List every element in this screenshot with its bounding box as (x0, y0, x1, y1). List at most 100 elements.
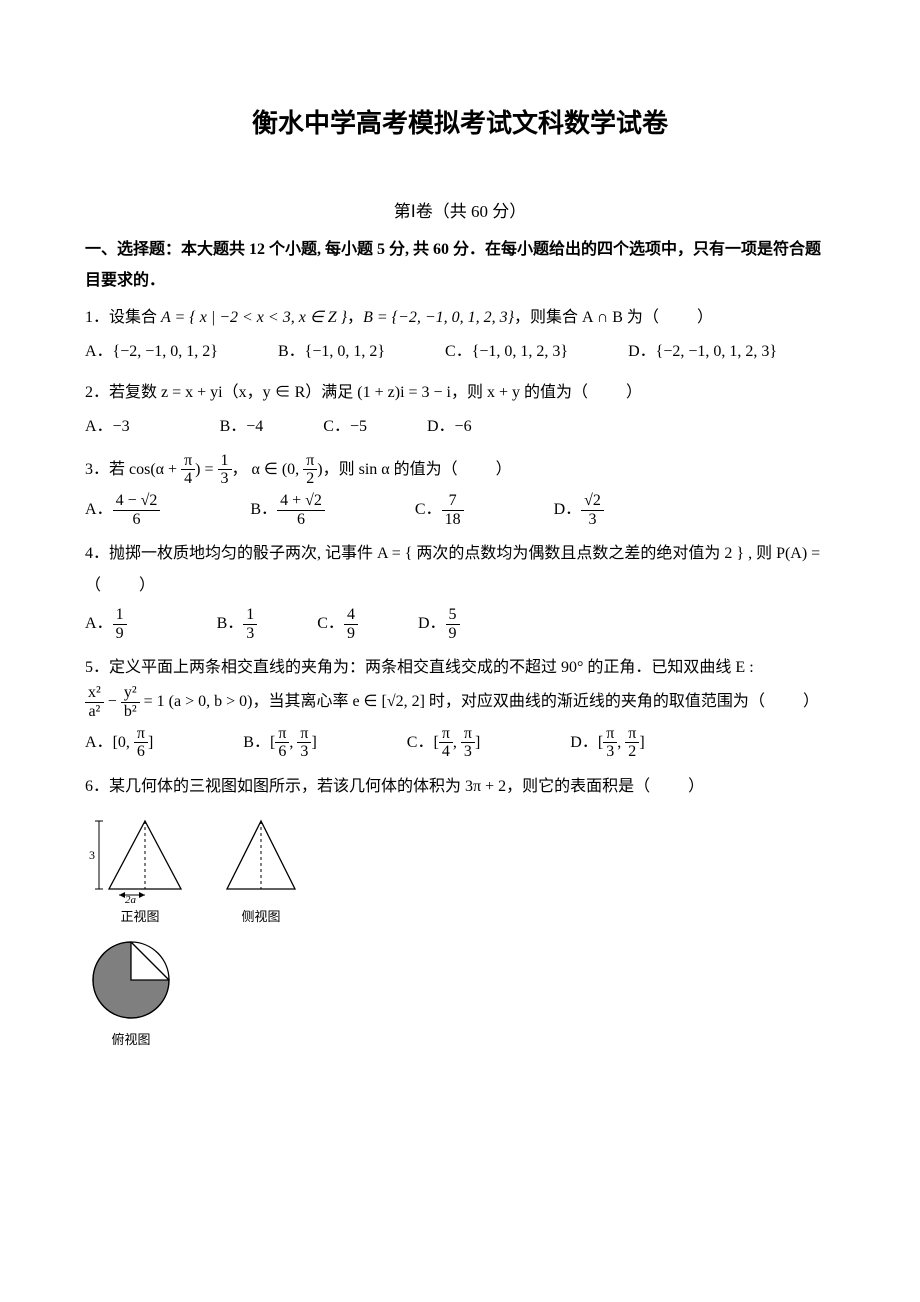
q3-option-d: D．√23 (554, 492, 604, 528)
q6-diagrams: 3 2a 正视图 侧视图 (85, 811, 835, 1052)
q3b-num: 4 + √2 (277, 492, 325, 511)
q3-pre: 若 cos(α + (109, 461, 181, 478)
q4a-label: A． (85, 615, 113, 632)
q2-option-c: C．−5 (323, 413, 367, 442)
q3-pi4-den: 4 (181, 470, 195, 488)
question-4-text: 4．抛掷一枚质地均匀的骰子两次, 记事件 A = { 两次的点数均为偶数且点数之… (85, 538, 835, 570)
q5c-d2: 3 (461, 743, 475, 761)
q3d-den: 3 (581, 511, 604, 529)
question-1-text: 1．设集合 A = { x | −2 < x < 3, x ∈ Z }，B = … (85, 302, 835, 334)
question-6: 6．某几何体的三视图如图所示，若该几何体的体积为 3π + 2，则它的表面积是（… (85, 771, 835, 1052)
q3a-den: 6 (113, 511, 161, 529)
q1-option-b: B．{−1, 0, 1, 2} (278, 338, 385, 367)
q4b-num: 1 (243, 606, 257, 625)
q4-blank-line: （ ） (85, 570, 835, 602)
q2-option-b: B．−4 (220, 413, 264, 442)
q4-option-a: A．19 (85, 606, 127, 642)
q4b-den: 3 (243, 625, 257, 643)
q5a-den: 6 (134, 743, 148, 761)
q3-options: A．4 − √26 B．4 + √26 C．718 D．√23 (85, 492, 835, 528)
q4d-num: 5 (446, 606, 460, 625)
q3-pi2-den: 2 (303, 470, 317, 488)
q2-num: 2． (85, 384, 109, 401)
q4c-label: C． (317, 615, 344, 632)
q1-post: ，则集合 A ∩ B 为 (514, 309, 643, 326)
q5b-mid: , (289, 733, 297, 750)
q5-option-a: A．[0, π6] (85, 725, 153, 761)
q2-option-d: D．−6 (427, 413, 472, 442)
q3c-label: C． (415, 501, 442, 518)
q4-option-b: B．13 (217, 606, 258, 642)
q5d-close: ] (639, 733, 644, 750)
q2-text: 若复数 z = x + yi（x，y ∈ R）满足 (1 + z)i = 3 −… (109, 384, 572, 401)
q4d-den: 9 (446, 625, 460, 643)
front-view-box: 3 2a 正视图 (85, 811, 195, 928)
question-5-line2: x²a² − y²b² = 1 (a > 0, b > 0)，当其离心率 e ∈… (85, 684, 835, 720)
diagram-row-2: 俯视图 (85, 934, 835, 1051)
q1-pre: 设集合 (109, 309, 161, 326)
q5-option-b: B．[π6, π3] (243, 725, 317, 761)
blank: （ ） (643, 309, 715, 326)
q1-option-a: A．{−2, −1, 0, 1, 2} (85, 338, 218, 367)
q5d-n1: π (603, 725, 617, 744)
q3-pi4: π4 (181, 452, 195, 488)
q3b-label: B． (250, 501, 277, 518)
q5d-d1: 3 (603, 743, 617, 761)
q1-comma: ， (347, 309, 363, 326)
q5c-n1: π (439, 725, 453, 744)
q3-pi2-num: π (303, 452, 317, 471)
question-1: 1．设集合 A = { x | −2 < x < 3, x ∈ Z }，B = … (85, 302, 835, 367)
q1-option-c: C．{−1, 0, 1, 2, 3} (445, 338, 568, 367)
q5a-label: A． (85, 733, 113, 750)
q6-text: 某几何体的三视图如图所示，若该几何体的体积为 3π + 2，则它的表面积是 (109, 778, 634, 795)
q4-option-d: D．59 (418, 606, 460, 642)
q5c-label: C． (407, 733, 434, 750)
blank: （ ） (572, 384, 644, 401)
q5-line1: 定义平面上两条相交直线的夹角为：两条相交直线交成的不超过 90° 的正角．已知双… (109, 659, 754, 676)
top-view-svg (85, 934, 177, 1026)
q5-rest: = 1 (a > 0, b > 0)，当其离心率 e ∈ [√2, 2] 时，对… (140, 693, 749, 710)
q3c-num: 7 (442, 492, 464, 511)
q3b-den: 6 (277, 511, 325, 529)
question-5-line1: 5．定义平面上两条相交直线的夹角为：两条相交直线交成的不超过 90° 的正角．已… (85, 652, 835, 684)
diagram-row-1: 3 2a 正视图 侧视图 (85, 811, 835, 928)
question-5: 5．定义平面上两条相交直线的夹角为：两条相交直线交成的不超过 90° 的正角．已… (85, 652, 835, 760)
q2-options: A．−3 B．−4 C．−5 D．−6 (85, 413, 835, 442)
q5b-close: ] (311, 733, 316, 750)
side-view-svg (215, 811, 307, 903)
q5c-close: ] (475, 733, 480, 750)
section-header: 一、选择题：本大题共 12 个小题, 每小题 5 分, 共 60 分．在每小题给… (85, 235, 835, 296)
q1-option-d: D．{−2, −1, 0, 1, 2, 3} (628, 338, 777, 367)
q5b-d2: 3 (297, 743, 311, 761)
q1-setB: B = {−2, −1, 0, 1, 2, 3} (363, 309, 514, 326)
q5-ynum: y² (121, 684, 140, 703)
q4c-den: 9 (344, 625, 358, 643)
q3-eq: ) = (195, 461, 217, 478)
side-view-box: 侧视图 (215, 811, 307, 928)
q5d-label: D． (570, 733, 598, 750)
q3a-num: 4 − √2 (113, 492, 161, 511)
side-view-label: 侧视图 (241, 905, 280, 928)
q1-setA: A = { x | −2 < x < 3, x ∈ Z } (161, 309, 347, 326)
q5-option-d: D．[π3, π2] (570, 725, 644, 761)
q3-option-c: C．718 (415, 492, 464, 528)
q3-13-num: 1 (218, 452, 232, 471)
q5-x2a2: x²a² (85, 684, 104, 720)
q3a-label: A． (85, 501, 113, 518)
q5-xnum: x² (85, 684, 104, 703)
q3-option-b: B．4 + √26 (250, 492, 325, 528)
q4a-num: 1 (113, 606, 127, 625)
q5d-d2: 2 (625, 743, 639, 761)
q3-pi4-num: π (181, 452, 195, 471)
q4a-den: 9 (113, 625, 127, 643)
q5a-num: π (134, 725, 148, 744)
q5-y2b2: y²b² (121, 684, 140, 720)
top-view-label: 俯视图 (111, 1028, 150, 1051)
question-2: 2．若复数 z = x + yi（x，y ∈ R）满足 (1 + z)i = 3… (85, 377, 835, 442)
q5-minus: − (104, 693, 121, 710)
q5b-d1: 6 (275, 743, 289, 761)
q5a-open: [0, (113, 733, 134, 750)
q4-options: A．19 B．13 C．49 D．59 (85, 606, 835, 642)
q4c-num: 4 (344, 606, 358, 625)
q5a-close: ] (148, 733, 153, 750)
